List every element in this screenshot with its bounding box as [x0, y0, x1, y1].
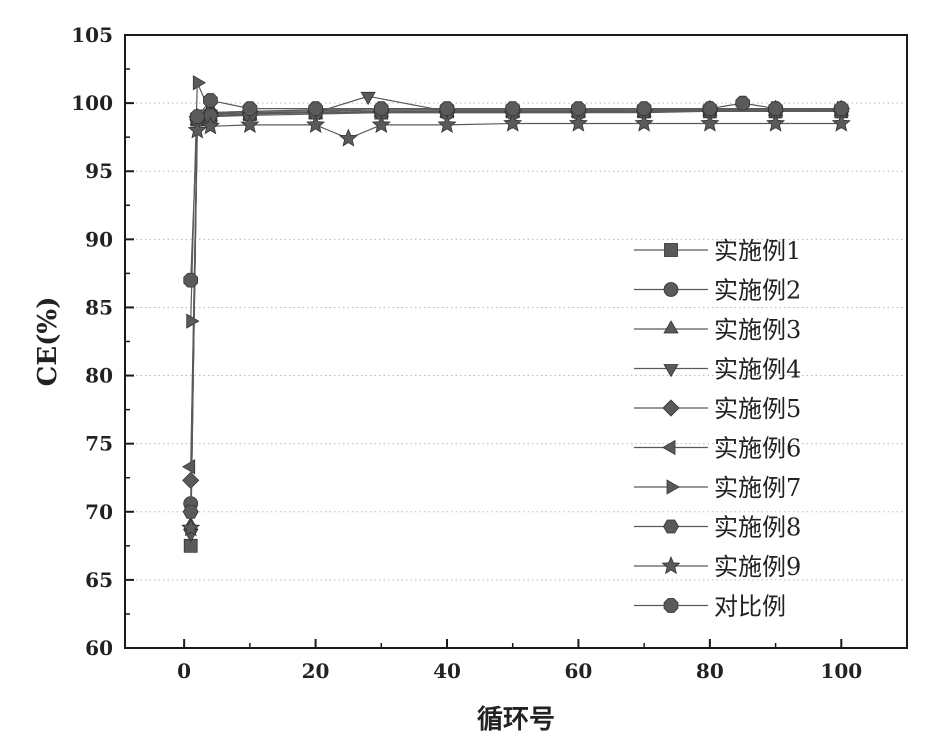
data-point — [833, 101, 849, 116]
y-tick-label: 100 — [71, 91, 113, 115]
data-point — [189, 109, 205, 125]
data-point — [200, 116, 220, 135]
x-tick-label: 80 — [696, 659, 724, 683]
legend-label: 对比例 — [714, 593, 786, 621]
data-point — [242, 101, 258, 116]
series-10 — [183, 93, 849, 288]
legend-label: 实施例7 — [714, 474, 801, 502]
data-point — [505, 101, 521, 116]
legend-label: 实施例1 — [714, 237, 801, 265]
x-tick-label: 40 — [433, 659, 461, 683]
y-tick-label: 95 — [85, 159, 113, 183]
legend-item: 实施例5 — [634, 395, 801, 423]
legend-label: 实施例2 — [714, 277, 801, 305]
x-tick-label: 20 — [302, 659, 330, 683]
x-tick-label: 60 — [565, 659, 593, 683]
x-tick-label: 100 — [820, 659, 862, 683]
legend-item: 实施例8 — [634, 514, 801, 542]
y-tick-label: 65 — [85, 568, 113, 592]
y-axis-title: CE(%) — [33, 297, 63, 387]
legend-label: 实施例6 — [714, 435, 801, 463]
legend-marker — [661, 555, 681, 575]
data-point — [181, 518, 201, 537]
legend-label: 实施例3 — [714, 316, 801, 344]
legend-item: 实施例1 — [634, 237, 801, 265]
data-point — [571, 101, 586, 116]
legend-marker — [663, 320, 679, 334]
axes: 60 65 70 75 80 85 90 95 100 105 0 20 40 60 80 100 — [71, 23, 862, 683]
y-tick-label: 70 — [85, 500, 113, 524]
data-point — [735, 95, 751, 111]
legend-item: 实施例9 — [634, 553, 801, 581]
data-point — [308, 101, 323, 116]
data-point — [568, 113, 588, 132]
series-line — [190, 122, 842, 529]
series-group — [181, 75, 851, 553]
x-axis-title: 循环号 — [477, 705, 555, 735]
legend-item: 对比例 — [634, 593, 786, 621]
legend-marker — [663, 519, 679, 534]
series-line — [190, 95, 842, 534]
data-point — [439, 101, 455, 116]
legend-label: 实施例5 — [714, 395, 801, 423]
legend: 实施例1 实施例2 实施例3 实施例4 实施例5 实施例6 实施例7 实施例8 实施例9 对比例 — [634, 237, 801, 621]
legend-marker — [666, 479, 680, 495]
legend-item: 实施例6 — [634, 435, 801, 463]
data-point — [306, 114, 326, 134]
data-point — [203, 93, 218, 108]
data-point — [634, 113, 654, 132]
data-point — [437, 114, 457, 134]
legend-label: 实施例4 — [714, 356, 801, 384]
legend-marker — [662, 439, 676, 456]
legend-item: 实施例3 — [634, 316, 801, 344]
data-point — [636, 101, 652, 116]
legend-marker — [663, 282, 679, 297]
data-point — [338, 128, 358, 147]
data-point — [831, 113, 851, 132]
data-point — [768, 101, 783, 116]
x-tick-label: 0 — [177, 659, 191, 683]
legend-marker — [663, 598, 679, 613]
data-point — [702, 101, 718, 116]
y-tick-label: 90 — [85, 227, 113, 251]
data-point — [181, 459, 196, 475]
data-point — [192, 75, 207, 91]
y-tick-label: 105 — [71, 23, 113, 47]
data-point — [766, 113, 786, 132]
data-point — [183, 272, 199, 288]
y-tick-label: 60 — [85, 636, 113, 660]
data-point — [371, 114, 391, 134]
data-point — [360, 91, 376, 106]
series-9 — [181, 113, 851, 537]
data-point — [373, 101, 389, 116]
y-tick-label: 85 — [85, 295, 113, 319]
data-point — [503, 113, 523, 132]
data-point — [240, 114, 260, 134]
data-point — [186, 313, 200, 329]
y-tick-label: 75 — [85, 432, 113, 456]
data-point — [700, 113, 720, 132]
legend-marker — [662, 399, 680, 417]
legend-item: 实施例2 — [634, 277, 801, 305]
legend-label: 实施例8 — [714, 514, 801, 542]
legend-label: 实施例9 — [714, 553, 801, 581]
legend-item: 实施例7 — [634, 474, 801, 502]
y-tick-label: 80 — [85, 364, 113, 388]
legend-marker — [663, 364, 679, 378]
legend-marker — [664, 243, 678, 257]
legend-item: 实施例4 — [634, 356, 801, 384]
